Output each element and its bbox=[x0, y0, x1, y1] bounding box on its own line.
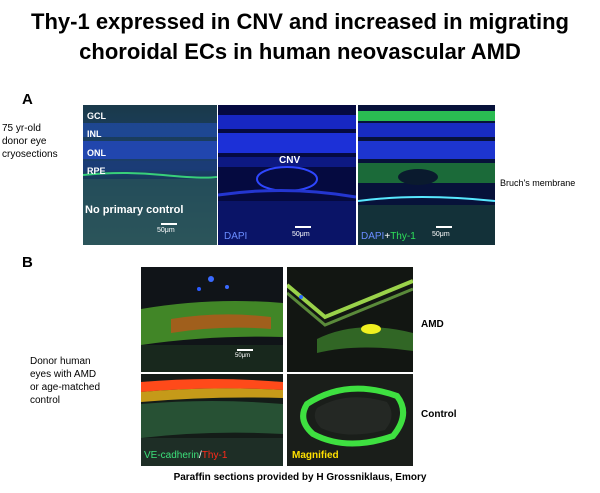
side-label-line: cryosections bbox=[2, 149, 58, 160]
scale-bar bbox=[436, 226, 452, 228]
cnv-label: CNV bbox=[279, 155, 301, 166]
panel-a-letter: A bbox=[22, 91, 33, 108]
thy1-stain-label: Thy-1 bbox=[201, 450, 228, 461]
bruchs-membrane-label: Bruch's membrane bbox=[500, 178, 576, 188]
thy1-stain-label: Thy-1 bbox=[390, 231, 416, 242]
plus-sign: + bbox=[384, 231, 391, 242]
layer-label-inl: INL bbox=[87, 129, 102, 139]
side-label-line: Donor human bbox=[30, 356, 91, 367]
micrograph-dapi: CNV DAPI 50μm bbox=[218, 105, 356, 245]
side-label-line: eyes with AMD bbox=[30, 369, 97, 380]
row-label-amd: AMD bbox=[421, 319, 444, 330]
panel-b-letter: B bbox=[22, 254, 33, 271]
side-label-line: 75 yr-old bbox=[2, 123, 41, 134]
source-caption: Paraffin sections provided by H Grossnik… bbox=[173, 472, 427, 483]
ve-cadherin-stain-label: VE-cadherin bbox=[144, 450, 200, 461]
micrograph-amd-ve-cadherin-thy1: 50μm bbox=[141, 267, 283, 372]
scale-label: 50μm bbox=[292, 231, 310, 238]
scale-label: 50μm bbox=[157, 227, 175, 234]
magnified-label: Magnified bbox=[292, 450, 339, 461]
row-label-control: Control bbox=[421, 409, 457, 420]
slash: / bbox=[199, 450, 202, 461]
layer-label-onl: ONL bbox=[87, 148, 106, 158]
slide-title-line-2: choroidal ECs in human neovascular AMD bbox=[79, 39, 521, 64]
micrograph-no-primary-control: GCL INL ONL RPE No primary control 50μm bbox=[83, 105, 217, 245]
scale-label: 50μm bbox=[432, 231, 450, 238]
micrograph-control-magnified: Magnified bbox=[287, 374, 413, 466]
dapi-stain-label: DAPI bbox=[224, 231, 248, 242]
no-primary-control-caption: No primary control bbox=[85, 204, 184, 216]
panel-b-side-label: Donor human eyes with AMD or age-matched… bbox=[30, 355, 100, 407]
micrograph-dapi-thy1: DAPI+Thy-1 50μm bbox=[358, 105, 495, 245]
merge-stain-label: DAPI+Thy-1 bbox=[361, 231, 416, 242]
side-label-line: control bbox=[30, 395, 61, 406]
panel-a-side-label: 75 yr-old donor eye cryosections bbox=[2, 122, 58, 161]
scale-bar bbox=[161, 223, 177, 225]
layer-label-rpe: RPE bbox=[87, 166, 106, 176]
ve-cadherin-thy1-stain-label: VE-cadherin/Thy-1 bbox=[144, 450, 227, 461]
slide-title-line-1: Thy-1 expressed in CNV and increased in … bbox=[31, 9, 569, 34]
micrograph-control-ve-cadherin-thy1: VE-cadherin/Thy-1 bbox=[141, 374, 283, 466]
side-label-line: donor eye bbox=[2, 136, 47, 147]
side-label-line: or age-matched bbox=[30, 382, 101, 393]
scale-bar bbox=[295, 226, 311, 228]
scale-label: 50μm bbox=[235, 353, 251, 359]
dapi-stain-label: DAPI bbox=[361, 231, 385, 242]
micrograph-amd-magnified bbox=[287, 267, 413, 372]
scale-bar bbox=[237, 349, 253, 351]
layer-label-gcl: GCL bbox=[87, 111, 106, 121]
